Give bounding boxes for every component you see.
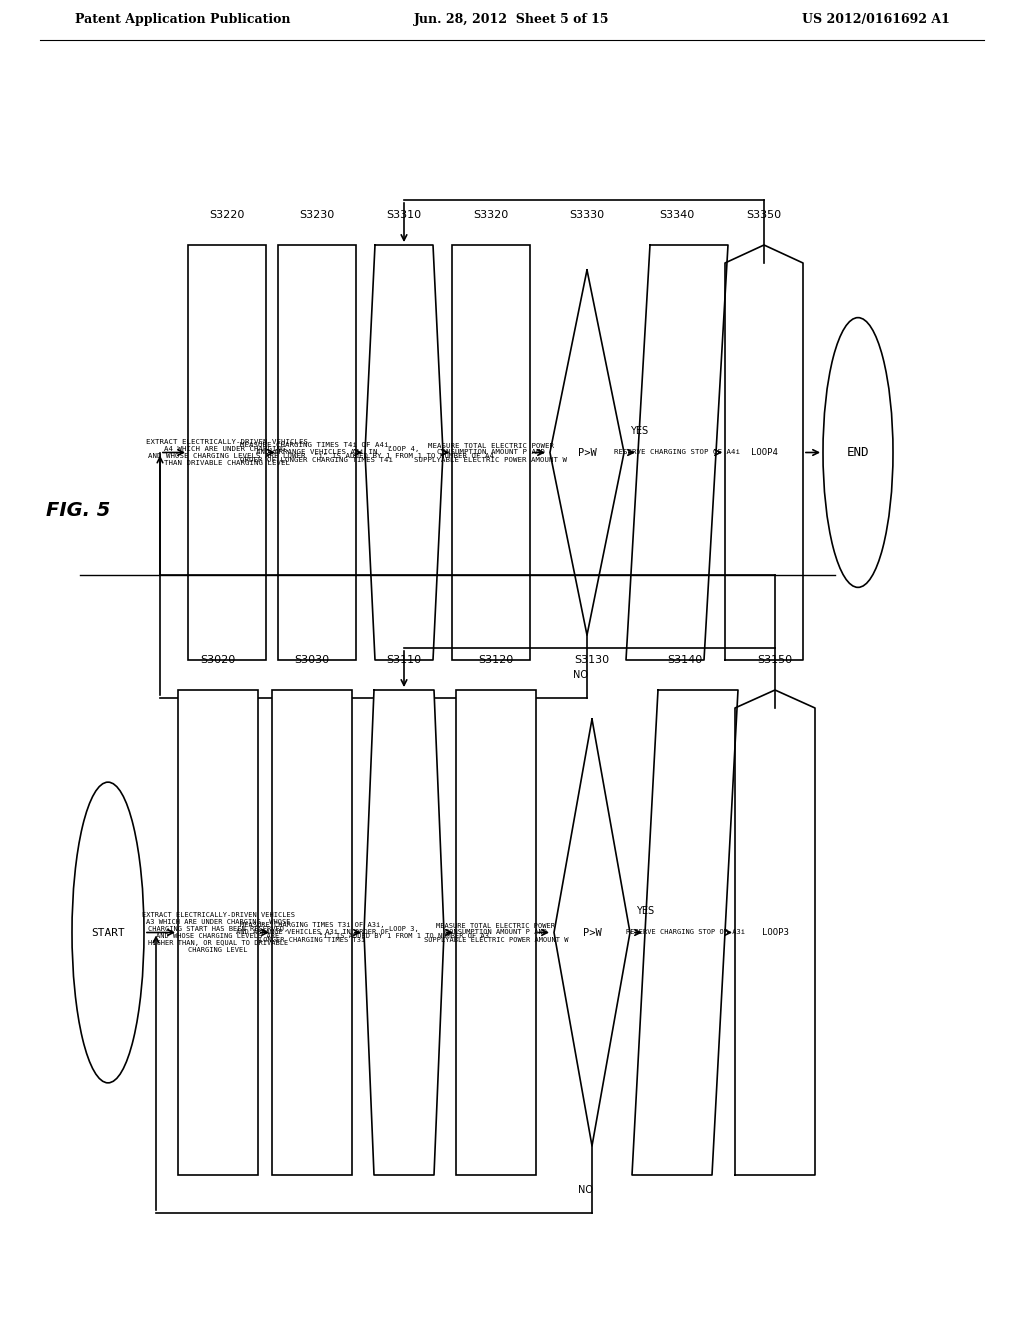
Polygon shape — [725, 246, 803, 660]
Ellipse shape — [823, 318, 893, 587]
Text: RESERVE CHARGING STOP OF A3i: RESERVE CHARGING STOP OF A3i — [626, 929, 744, 936]
Text: EXTRACT ELECTRICALLY-DRIVEN VEHICLES
A4 WHICH ARE UNDER CHARGING,
AND WHOSE CHAR: EXTRACT ELECTRICALLY-DRIVEN VEHICLES A4 … — [146, 440, 308, 466]
Text: YES: YES — [630, 426, 648, 437]
Polygon shape — [550, 269, 624, 635]
Text: S3220: S3220 — [209, 210, 245, 220]
Text: START: START — [91, 928, 125, 937]
Text: NO: NO — [573, 671, 588, 680]
Polygon shape — [364, 690, 444, 1175]
FancyBboxPatch shape — [178, 690, 258, 1175]
Text: S3150: S3150 — [758, 655, 793, 665]
Text: MEASURE CHARGING TIMES T4i OF A4i,
AND ARRANGE VEHICLES A4i IN
ORDER OF LONGER C: MEASURE CHARGING TIMES T4i OF A4i, AND A… — [241, 442, 393, 462]
Text: LOOP 3,
"i" IS ADDED BY 1 FROM 1 TO NUMBER OF A3: LOOP 3, "i" IS ADDED BY 1 FROM 1 TO NUMB… — [319, 927, 489, 939]
FancyBboxPatch shape — [272, 690, 352, 1175]
Text: S3230: S3230 — [299, 210, 335, 220]
Text: LOOP3: LOOP3 — [762, 928, 788, 937]
Text: MEASURE CHARGING TIMES T3i OF A3i,
AND ARRANGE VEHICLES A3i IN ORDER OF
LONGER C: MEASURE CHARGING TIMES T3i OF A3i, AND A… — [236, 923, 388, 942]
Text: NO: NO — [578, 1185, 593, 1195]
Text: EXTRACT ELECTRICALLY-DRIVEN VEHICLES
A3 WHICH ARE UNDER CHARGING, WHOSE
CHARGING: EXTRACT ELECTRICALLY-DRIVEN VEHICLES A3 … — [141, 912, 295, 953]
Text: S3140: S3140 — [668, 655, 702, 665]
Text: YES: YES — [636, 907, 654, 916]
Text: S3310: S3310 — [386, 210, 422, 220]
Text: Patent Application Publication: Patent Application Publication — [75, 13, 291, 26]
Text: S3340: S3340 — [659, 210, 694, 220]
Text: LOOP4: LOOP4 — [751, 447, 777, 457]
Text: S3110: S3110 — [386, 655, 422, 665]
Text: LOOP 4,
"i" IS ADDED BY 1 FROM 1 TO NUMBER OF A4: LOOP 4, "i" IS ADDED BY 1 FROM 1 TO NUMB… — [314, 446, 494, 459]
Text: P>W: P>W — [578, 447, 596, 458]
Polygon shape — [632, 690, 738, 1175]
Text: FIG. 5: FIG. 5 — [46, 500, 111, 520]
Text: S3320: S3320 — [473, 210, 509, 220]
Text: S3130: S3130 — [574, 655, 609, 665]
Text: END: END — [847, 446, 869, 459]
Text: US 2012/0161692 A1: US 2012/0161692 A1 — [802, 13, 950, 26]
Text: S3350: S3350 — [746, 210, 781, 220]
Polygon shape — [626, 246, 728, 660]
FancyBboxPatch shape — [456, 690, 536, 1175]
Ellipse shape — [72, 783, 144, 1082]
Polygon shape — [554, 719, 630, 1146]
Text: S3030: S3030 — [295, 655, 330, 665]
FancyBboxPatch shape — [188, 246, 266, 660]
Text: MEASURE TOTAL ELECTRIC POWER
CONSUMPTION AMOUNT P AND
SUPPLYABLE ELECTRIC POWER : MEASURE TOTAL ELECTRIC POWER CONSUMPTION… — [424, 923, 568, 942]
Text: RESERVE CHARGING STOP OF A4i: RESERVE CHARGING STOP OF A4i — [614, 450, 740, 455]
Text: Jun. 28, 2012  Sheet 5 of 15: Jun. 28, 2012 Sheet 5 of 15 — [415, 13, 609, 26]
Polygon shape — [735, 690, 815, 1175]
Polygon shape — [365, 246, 443, 660]
FancyBboxPatch shape — [452, 246, 530, 660]
Text: P>W: P>W — [583, 928, 601, 937]
FancyBboxPatch shape — [278, 246, 356, 660]
Text: S3330: S3330 — [569, 210, 604, 220]
Text: S3120: S3120 — [478, 655, 514, 665]
Text: S3020: S3020 — [201, 655, 236, 665]
Text: MEASURE TOTAL ELECTRIC POWER
CONSUMPTION AMOUNT P AND
SUPPLYABLE ELECTRIC POWER : MEASURE TOTAL ELECTRIC POWER CONSUMPTION… — [415, 442, 567, 462]
